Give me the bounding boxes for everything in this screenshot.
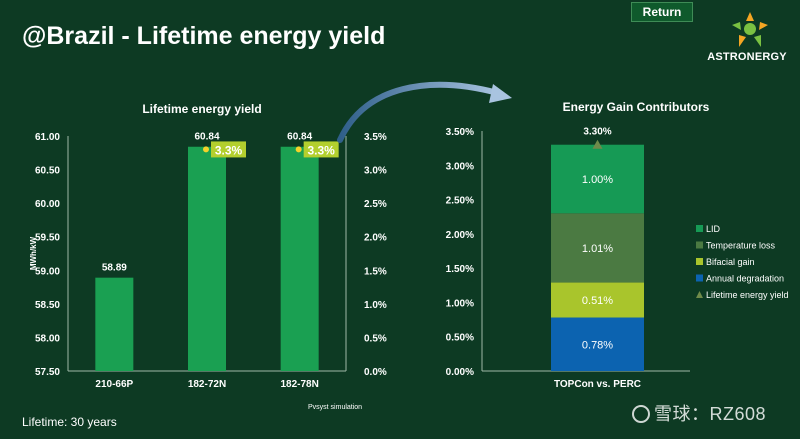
watermark: 雪球：RZ608 — [632, 400, 766, 426]
chart1-bar — [95, 277, 134, 371]
chart1-y-tick: 58.00 — [35, 333, 60, 344]
legend-marker-lifetime-yield — [696, 291, 703, 298]
chart2-y-tick: 1.00% — [446, 298, 474, 309]
chart1-y-label: MWh/kW — [29, 236, 38, 270]
chart2-total-label: 3.30% — [583, 127, 611, 138]
legend-label: Lifetime energy yield — [706, 290, 789, 300]
legend-swatch — [696, 274, 703, 282]
chart1-y-tick: 59.00 — [35, 266, 60, 277]
chart1-y-tick: 59.50 — [35, 233, 60, 244]
chart2-segment-label: 1.00% — [582, 174, 613, 186]
chart2-y-tick: 1.50% — [446, 264, 474, 275]
chart2-y-tick: 3.00% — [446, 161, 474, 172]
chart1-y-tick: 60.50 — [35, 166, 60, 177]
chart1-percent-dot — [203, 146, 209, 153]
chart1-title: Lifetime energy yield — [142, 102, 261, 116]
lifetime-note: Lifetime: 30 years — [22, 415, 117, 429]
legend-swatch — [696, 258, 703, 265]
chart2-y-tick: 2.00% — [446, 230, 474, 241]
chart1-y2-tick: 0.5% — [364, 333, 387, 344]
legend-label: Bifacial gain — [706, 257, 755, 267]
transition-arrowhead — [489, 84, 512, 103]
chart1-percent-label: 3.3% — [215, 143, 243, 157]
chart1-y2-tick: 1.5% — [364, 266, 387, 277]
chart1-y-tick: 60.00 — [35, 199, 60, 210]
chart1-y2-tick: 2.0% — [364, 233, 387, 244]
chart1-percent-box — [303, 141, 339, 158]
chart1-y-tick: 61.00 — [35, 132, 60, 143]
chart1-percent-dot — [295, 146, 302, 153]
chart2-total-marker — [592, 139, 603, 149]
chart2-y-tick: 0.00% — [446, 367, 474, 378]
chart2-title: Energy Gain Contributors — [563, 100, 710, 114]
lifetime-yield-chart: Lifetime energy yield 61.00 60.50 60.00 59.5… — [29, 102, 387, 411]
legend-label: Temperature loss — [706, 241, 776, 251]
chart1-x-tick: 182-78N — [280, 379, 318, 390]
chart1-y2-tick: 3.5% — [364, 132, 387, 143]
chart1-y2-tick: 1.0% — [364, 300, 387, 311]
chart1-x-tick: 182-72N — [188, 379, 226, 390]
watermark-text: 雪球：RZ608 — [654, 404, 767, 424]
legend-swatch — [696, 241, 703, 249]
chart1-y-tick: 58.50 — [35, 300, 60, 311]
chart1-y2-tick: 3.0% — [364, 166, 387, 177]
chart1-y2-tick: 0.0% — [364, 367, 387, 378]
legend-label: LID — [706, 224, 721, 234]
chart1-annotation: Pvsyst simulation — [308, 404, 362, 411]
chart2-segment-label: 0.51% — [582, 295, 613, 307]
chart2-y-tick: 3.50% — [446, 127, 474, 138]
chart1-y-tick: 57.50 — [35, 367, 60, 378]
chart2-y-tick: 0.50% — [446, 333, 474, 344]
astronergy-logo-icon — [732, 12, 768, 47]
chart1-bar — [280, 146, 319, 371]
watermark-icon — [632, 405, 650, 423]
chart1-y2-tick: 2.5% — [364, 199, 387, 210]
chart2-segment — [551, 282, 644, 318]
legend-swatch — [696, 225, 703, 232]
page-title: @Brazil - Lifetime energy yield — [22, 22, 386, 50]
transition-arrow — [337, 81, 501, 143]
chart1-bar — [188, 146, 226, 371]
legend-label: Annual degradation — [706, 274, 784, 284]
chart2-segment-label: 1.01% — [582, 243, 613, 255]
return-button[interactable]: Return — [631, 2, 693, 22]
energy-gain-chart: Energy Gain Contributors 3.50% 3.00% 2.50% 2… — [446, 100, 789, 390]
chart1-percent-label: 3.3% — [307, 143, 335, 157]
chart1-value-label: 58.89 — [102, 263, 127, 274]
chart1-x-tick: 210-66P — [95, 379, 133, 390]
chart2-segment — [551, 144, 644, 214]
chart1-value-label: 60.84 — [287, 132, 312, 143]
chart2-segment — [551, 213, 644, 283]
chart1-percent-box — [211, 141, 246, 158]
chart2-segment — [551, 317, 644, 371]
chart2-x-tick: TOPCon vs. PERC — [554, 379, 641, 390]
chart2-segment-label: 0.78% — [582, 339, 613, 351]
chart1-value-label: 60.84 — [194, 132, 219, 143]
logo-text: ASTRONERGY — [707, 51, 787, 63]
chart2-y-tick: 2.50% — [446, 196, 474, 207]
